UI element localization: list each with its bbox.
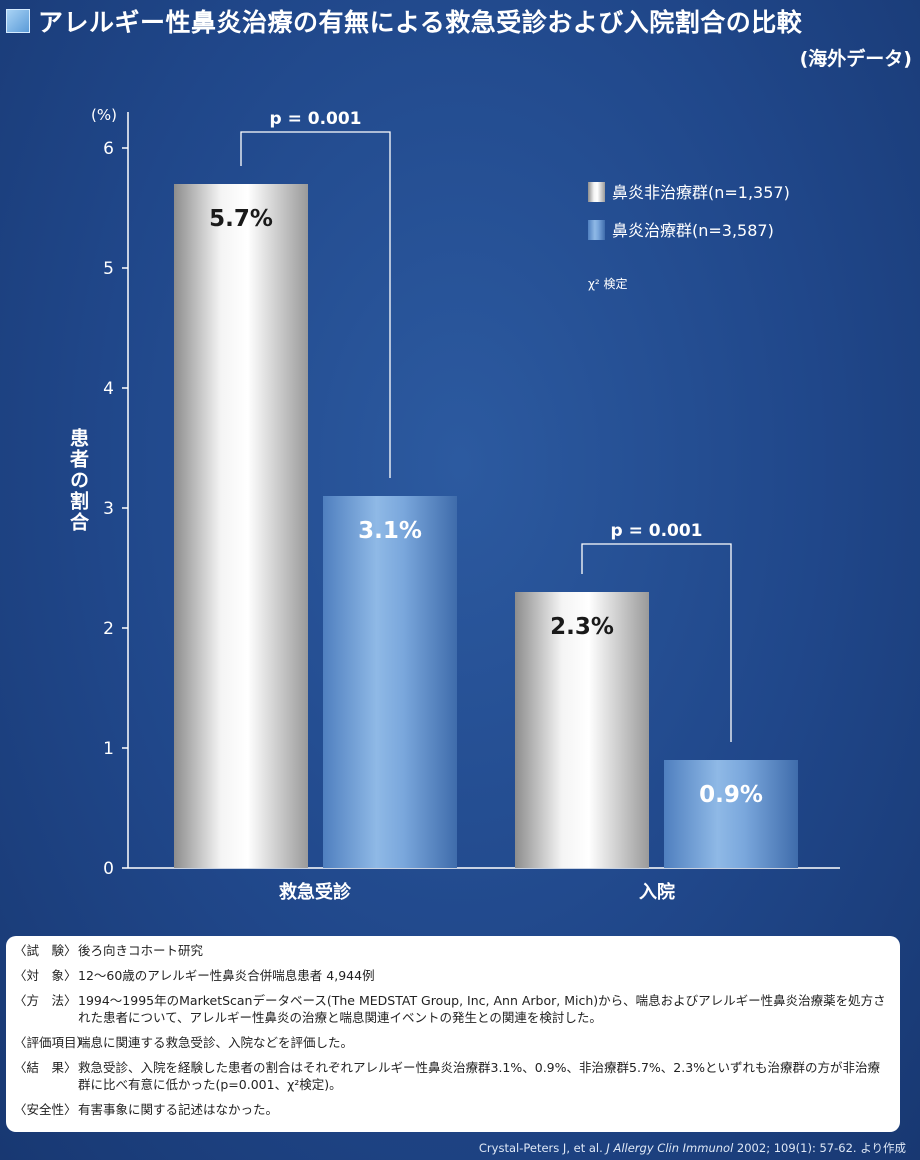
info-text: 救急受診、入院を経験した患者の割合はそれぞれアレルギー性鼻炎治療群3.1%、0.… (78, 1060, 881, 1092)
legend-swatch (588, 220, 605, 240)
significance-bracket (240, 131, 391, 478)
legend-label: 鼻炎治療群(n=3,587) (612, 221, 774, 240)
bar (515, 592, 649, 868)
info-label: 〈評価項目〉 (14, 1035, 90, 1050)
info-label: 〈安全性〉 (14, 1102, 77, 1117)
y-tick-label: 6 (103, 139, 114, 159)
info-row-safety: 〈安全性〉 有害事象に関する記述はなかった。 (14, 1101, 890, 1118)
x-category-label: 救急受診 (279, 881, 352, 903)
info-row-method: 〈方 法〉 1994～1995年のMarketScanデータベース(The ME… (14, 992, 890, 1026)
bar-chart: 0 1 2 3 4 5 6 (%) 患者の割合 5.7% 3.1% 救急受診 2.3% 0.9% 入院 p… (67, 106, 840, 903)
significance-bracket (581, 543, 732, 742)
test-note: χ² 検定 (588, 276, 628, 291)
info-text: 後ろ向きコホート研究 (78, 943, 204, 958)
legend-label: 鼻炎非治療群(n=1,357) (612, 183, 790, 202)
study-info-panel: 〈試 験〉 後ろ向きコホート研究 〈対 象〉 12～60歳のアレルギー性鼻炎合併… (6, 936, 900, 1132)
bar-value-label: 3.1% (358, 518, 422, 544)
title-bar: アレルギー性鼻炎治療の有無による救急受診および入院割合の比較 (6, 2, 802, 40)
info-text: 12～60歳のアレルギー性鼻炎合併喘息患者 4,944例 (78, 968, 375, 983)
info-label: 〈対 象〉 (14, 968, 77, 983)
y-tick-label: 5 (103, 259, 114, 279)
chart-subtitle: (海外データ) (799, 48, 912, 70)
y-tick-label: 2 (103, 619, 114, 639)
y-tick-label: 4 (103, 379, 114, 399)
y-tick-label: 1 (103, 739, 114, 759)
info-label: 〈試 験〉 (14, 943, 77, 958)
bar (323, 496, 457, 868)
citation-details: 2002; 109(1): 57-62. より作成 (736, 1141, 906, 1155)
bar (174, 184, 308, 868)
info-label: 〈結 果〉 (14, 1060, 77, 1075)
legend-swatch (588, 182, 605, 202)
x-category-label: 入院 (639, 881, 675, 903)
y-tick-label: 0 (103, 859, 114, 879)
bar (664, 760, 798, 868)
p-value-label: p = 0.001 (269, 109, 361, 129)
p-value-label: p = 0.001 (610, 521, 702, 541)
info-text: 有害事象に関する記述はなかった。 (78, 1102, 279, 1117)
y-tick-label: 3 (103, 499, 114, 519)
info-row-subjects: 〈対 象〉 12～60歳のアレルギー性鼻炎合併喘息患者 4,944例 (14, 967, 890, 984)
bar-value-label: 2.3% (550, 614, 614, 640)
info-row-results: 〈結 果〉 救急受診、入院を経験した患者の割合はそれぞれアレルギー性鼻炎治療群3… (14, 1059, 890, 1093)
y-unit-label: (%) (91, 106, 117, 124)
info-label: 〈方 法〉 (14, 993, 77, 1008)
citation-authors: Crystal-Peters J, et al. (478, 1141, 603, 1155)
bar-value-label: 5.7% (209, 206, 273, 232)
y-axis-title: 患者の割合 (67, 427, 89, 533)
title-square-icon (6, 9, 30, 33)
bar-value-label: 0.9% (699, 782, 763, 808)
info-text: 1994～1995年のMarketScanデータベース(The MEDSTAT … (78, 993, 886, 1025)
citation: Crystal-Peters J, et al. J Allergy Clin … (479, 1140, 906, 1156)
info-text: 喘息に関連する救急受診、入院などを評価した。 (78, 1035, 354, 1050)
chart-title: アレルギー性鼻炎治療の有無による救急受診および入院割合の比較 (38, 8, 803, 37)
info-row-trial: 〈試 験〉 後ろ向きコホート研究 (14, 942, 890, 959)
citation-journal: J Allergy Clin Immunol (606, 1141, 734, 1155)
info-row-endpoints: 〈評価項目〉 喘息に関連する救急受診、入院などを評価した。 (14, 1034, 890, 1051)
